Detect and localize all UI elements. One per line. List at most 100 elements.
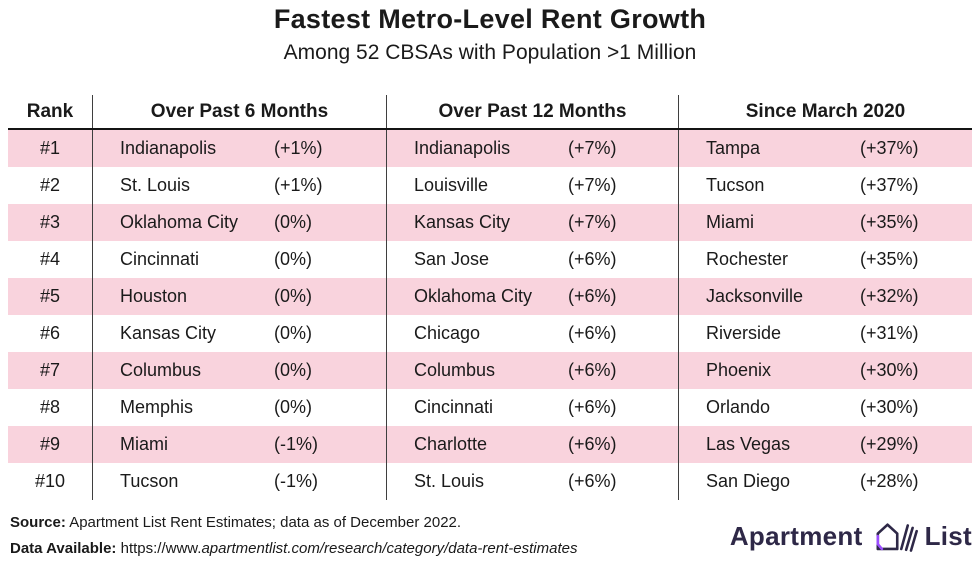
metro-name: Orlando: [706, 397, 771, 417]
growth-value: (+1%): [274, 138, 323, 158]
table-row: #10 Tucson (-1%) St. Louis (+6%) San Die…: [8, 463, 972, 500]
metro-name: Cincinnati: [120, 249, 200, 269]
twelve-month-cell: San Jose (+6%): [386, 241, 678, 278]
six-month-cell: Houston (0%): [92, 278, 386, 315]
rank-cell: #4: [39, 249, 61, 269]
growth-value: (+30%): [860, 360, 919, 380]
growth-value: (0%): [274, 249, 313, 269]
data-available-note: Data Available: https://www.apartmentlis…: [10, 536, 577, 562]
metro-name: Phoenix: [706, 360, 772, 380]
rank-cell: #8: [39, 397, 61, 417]
six-month-cell: Tucson (-1%): [92, 463, 386, 500]
metro-name: Memphis: [120, 397, 194, 417]
growth-value: (+6%): [568, 471, 617, 491]
table-row: #8 Memphis (0%) Cincinnati (+6%) Orlando…: [8, 389, 972, 426]
logo-word-apartment: Apartment: [729, 520, 863, 551]
logo-word-list: List: [924, 520, 972, 551]
rank-cell: #3: [39, 212, 61, 232]
growth-value: (+1%): [274, 175, 323, 195]
twelve-month-cell: Charlotte (+6%): [386, 426, 678, 463]
metro-name: Charlotte: [414, 434, 488, 454]
growth-value: (0%): [274, 286, 313, 306]
growth-value: (0%): [274, 360, 313, 380]
growth-value: (+6%): [568, 360, 617, 380]
rank-cell: #5: [39, 286, 61, 306]
growth-value: (-1%): [274, 471, 318, 491]
since-march-2020-cell: Phoenix (+30%): [678, 352, 972, 389]
twelve-month-cell: Indianapolis (+7%): [386, 130, 678, 167]
rank-cell: #10: [34, 471, 66, 491]
metro-name: Riverside: [706, 323, 782, 343]
table-row: #7 Columbus (0%) Columbus (+6%) Phoenix …: [8, 352, 972, 389]
metro-name: Indianapolis: [120, 138, 217, 158]
metro-name: Rochester: [706, 249, 789, 269]
table-row: #1 Indianapolis (+1%) Indianapolis (+7%)…: [8, 130, 972, 167]
apartment-list-house-icon: [876, 523, 918, 552]
growth-value: (0%): [274, 397, 313, 417]
metro-name: Tucson: [706, 175, 765, 195]
since-march-2020-cell: Orlando (+30%): [678, 389, 972, 426]
twelve-month-cell: Kansas City (+7%): [386, 204, 678, 241]
table-header-row: Rank Over Past 6 Months Over Past 12 Mon…: [8, 95, 972, 130]
metro-name: Chicago: [414, 323, 481, 343]
metro-name: Kansas City: [120, 323, 217, 343]
growth-value: (+7%): [568, 212, 617, 232]
table-row: #9 Miami (-1%) Charlotte (+6%) Las Vegas…: [8, 426, 972, 463]
metro-name: San Jose: [414, 249, 490, 269]
growth-value: (+31%): [860, 323, 919, 343]
since-march-2020-cell: Jacksonville (+32%): [678, 278, 972, 315]
apartment-list-logo: Apartment List: [730, 519, 972, 553]
six-month-cell: Indianapolis (+1%): [92, 130, 386, 167]
page-subtitle: Among 52 CBSAs with Population >1 Millio…: [283, 41, 697, 64]
table-body: #1 Indianapolis (+1%) Indianapolis (+7%)…: [8, 130, 972, 500]
growth-value: (+37%): [860, 175, 919, 195]
metro-name: San Diego: [706, 471, 791, 491]
growth-value: (-1%): [274, 434, 318, 454]
six-month-cell: Miami (-1%): [92, 426, 386, 463]
six-month-cell: Cincinnati (0%): [92, 241, 386, 278]
since-march-2020-cell: Tampa (+37%): [678, 130, 972, 167]
metro-name: Kansas City: [414, 212, 511, 232]
since-march-2020-cell: San Diego (+28%): [678, 463, 972, 500]
page-title: Fastest Metro-Level Rent Growth: [273, 4, 707, 34]
data-url: apartmentlist.com/research/category/data…: [201, 540, 578, 557]
twelve-month-cell: St. Louis (+6%): [386, 463, 678, 500]
growth-value: (+32%): [860, 286, 919, 306]
column-header-since-march-2020: Since March 2020: [678, 95, 972, 128]
footer: Source: Apartment List Rent Estimates; d…: [10, 506, 972, 566]
metro-name: Oklahoma City: [120, 212, 239, 232]
six-month-cell: St. Louis (+1%): [92, 167, 386, 204]
source-text: Apartment List Rent Estimates; data as o…: [65, 514, 462, 531]
table-row: #2 St. Louis (+1%) Louisville (+7%) Tucs…: [8, 167, 972, 204]
metro-name: St. Louis: [120, 175, 191, 195]
metro-name: Louisville: [414, 175, 489, 195]
growth-value: (+28%): [860, 471, 919, 491]
growth-value: (+6%): [568, 323, 617, 343]
growth-value: (+6%): [568, 286, 617, 306]
twelve-month-cell: Cincinnati (+6%): [386, 389, 678, 426]
column-header-rank: Rank: [26, 100, 74, 122]
since-march-2020-cell: Las Vegas (+29%): [678, 426, 972, 463]
rank-cell: #2: [39, 175, 61, 195]
since-march-2020-cell: Tucson (+37%): [678, 167, 972, 204]
since-march-2020-cell: Miami (+35%): [678, 204, 972, 241]
footer-notes: Source: Apartment List Rent Estimates; d…: [10, 510, 577, 562]
six-month-cell: Oklahoma City (0%): [92, 204, 386, 241]
metro-name: Houston: [120, 286, 188, 306]
rent-growth-table: Rank Over Past 6 Months Over Past 12 Mon…: [8, 95, 972, 500]
growth-value: (+6%): [568, 249, 617, 269]
metro-name: Columbus: [414, 360, 496, 380]
growth-value: (+37%): [860, 138, 919, 158]
metro-name: Jacksonville: [706, 286, 804, 306]
rank-cell: #9: [39, 434, 61, 454]
rank-cell: #7: [39, 360, 61, 380]
since-march-2020-cell: Riverside (+31%): [678, 315, 972, 352]
metro-name: Cincinnati: [414, 397, 494, 417]
column-header-12-months: Over Past 12 Months: [386, 95, 678, 128]
data-url-prefix: https://www.: [116, 540, 202, 557]
metro-name: Miami: [706, 212, 754, 232]
rank-cell: #6: [39, 323, 61, 343]
metro-name: Columbus: [120, 360, 202, 380]
table-row: #5 Houston (0%) Oklahoma City (+6%) Jack…: [8, 278, 972, 315]
